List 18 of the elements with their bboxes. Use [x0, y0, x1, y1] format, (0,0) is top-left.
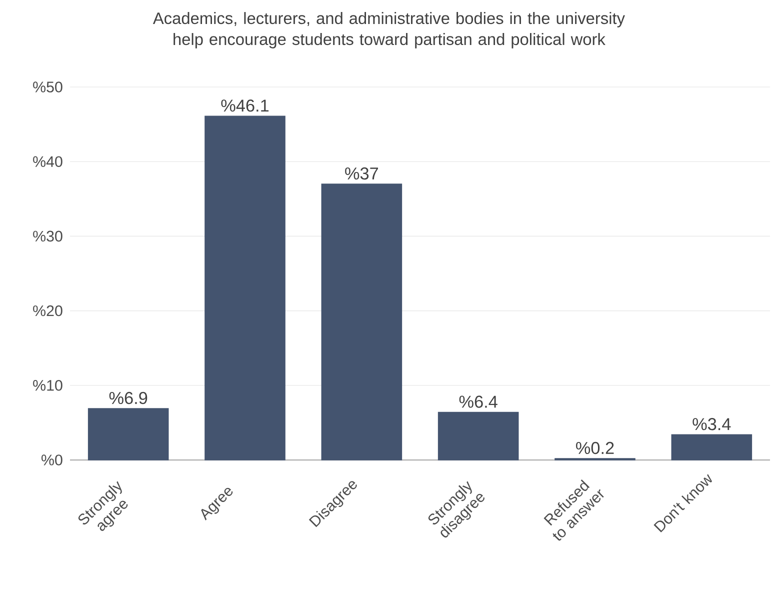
- y-tick-label: %50: [33, 82, 62, 92]
- bar: [204, 116, 286, 460]
- data-label: %3.4: [692, 418, 731, 430]
- data-label: %6.9: [109, 392, 148, 404]
- y-tick-label: %20: [33, 305, 62, 316]
- bar: [321, 184, 402, 460]
- data-label: %6.4: [459, 396, 498, 408]
- y-tick-label: %10: [33, 380, 62, 391]
- y-tick-label: %40: [33, 156, 62, 167]
- y-tick-label: %0: [42, 454, 62, 466]
- data-label: %46.1: [221, 100, 269, 112]
- bar: [671, 434, 752, 460]
- data-label: %37: [345, 167, 378, 180]
- chart-title: Academics, lecturers, and administrative bodies in the university help encourage students toward partisan and political work: [152, 12, 625, 48]
- bar: [88, 408, 169, 460]
- y-tick-label: %30: [33, 230, 62, 242]
- data-label: %0.2: [576, 442, 614, 454]
- bar: [438, 412, 519, 460]
